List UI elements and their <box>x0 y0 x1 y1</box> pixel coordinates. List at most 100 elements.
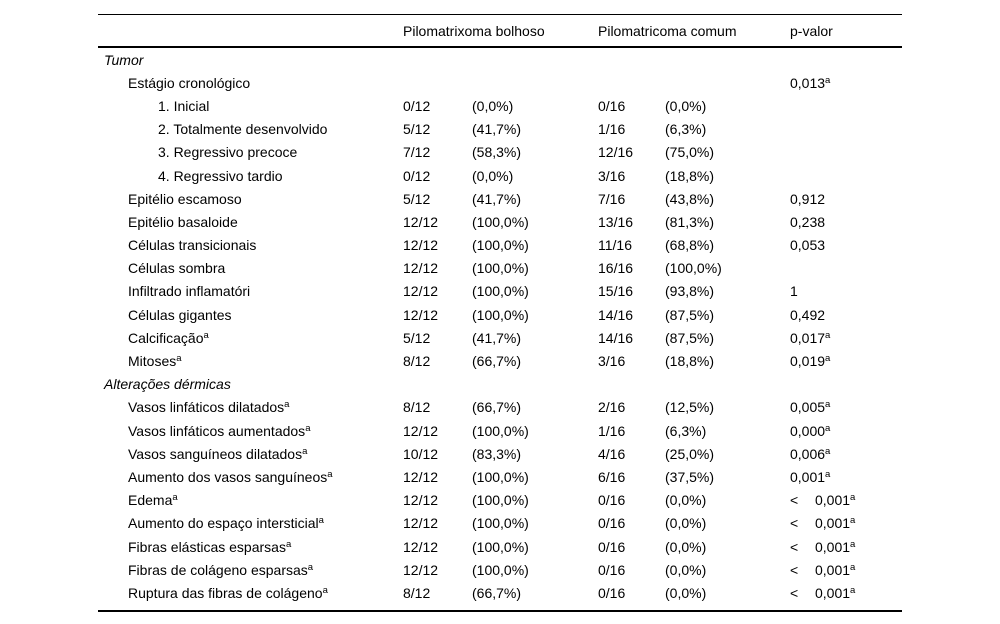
p-less-than-sign: < <box>790 538 799 555</box>
table-row: Estágio cronológico 0,013a <box>98 71 902 94</box>
table-row: Fibras elásticas esparsasa 12/12 (100,0%… <box>98 535 902 558</box>
cell-group2-percent: (87,5%) <box>665 306 715 323</box>
table-row: Aumento do espaço intersticiala 12/12 (1… <box>98 512 902 535</box>
cell-group1-count: 12/12 <box>403 492 439 509</box>
row-label: Aumento dos vasos sanguíneosa <box>128 468 333 485</box>
cell-group2-percent: (81,3%) <box>665 213 715 230</box>
row-label: Epitélio basaloide <box>128 213 238 230</box>
cell-group2-percent: (0,0%) <box>665 584 707 601</box>
row-label-superscript: a <box>203 329 209 341</box>
cell-group1-percent: (100,0%) <box>472 515 529 532</box>
row-label: Vasos linfáticos dilatadosa <box>128 399 290 416</box>
cell-group2-percent: (12,5%) <box>665 399 715 416</box>
row-label: 2. Totalmente desenvolvido <box>158 121 328 138</box>
cell-group2-percent: (6,3%) <box>665 121 707 138</box>
cell-group2-count: 4/16 <box>598 445 626 462</box>
cell-p-value: 0,006a <box>790 445 831 462</box>
row-label-superscript: a <box>318 515 324 527</box>
cell-group1-count: 5/12 <box>403 190 431 207</box>
row-label-superscript: a <box>285 538 292 550</box>
comparison-table: Pilomatrixoma bolhoso Pilomatricoma comu… <box>98 14 902 612</box>
cell-group1-percent: (41,7%) <box>472 121 522 138</box>
cell-group1-percent: (100,0%) <box>472 468 529 485</box>
cell-group1-count: 12/12 <box>403 237 439 254</box>
cell-group1-percent: (0,0%) <box>472 97 514 114</box>
cell-p-value: 0,000a <box>790 422 831 439</box>
table-row: Vasos linfáticos dilatadosa 8/12 (66,7%)… <box>98 396 902 419</box>
cell-group2-percent: (18,8%) <box>665 167 715 184</box>
cell-group1-percent: (66,7%) <box>472 584 522 601</box>
cell-p-value: <0,001a <box>790 515 856 532</box>
cell-group2-count: 3/16 <box>598 353 626 370</box>
p-less-than-sign: < <box>790 561 799 578</box>
cell-group2-percent: (0,0%) <box>665 492 707 509</box>
row-label: Mitosesa <box>128 353 182 370</box>
cell-group2-count: 1/16 <box>598 422 626 439</box>
cell-group1-count: 8/12 <box>403 399 431 416</box>
row-label: Fibras de colágeno esparsasa <box>128 561 314 578</box>
p-value-superscript: a <box>825 445 831 457</box>
cell-group2-percent: (0,0%) <box>665 515 707 532</box>
p-value-superscript: a <box>850 561 856 573</box>
cell-group2-count: 11/16 <box>598 237 632 254</box>
table-row: 2. Totalmente desenvolvido 5/12 (41,7%) … <box>98 118 902 141</box>
cell-group1-percent: (41,7%) <box>472 190 522 207</box>
p-value-superscript: a <box>825 353 831 365</box>
table-body: Tumor Estágio cronológico 0,013a 1. Inic… <box>98 48 902 610</box>
table-header: Pilomatrixoma bolhoso Pilomatricoma comu… <box>98 15 902 46</box>
cell-group2-count: 14/16 <box>598 329 634 346</box>
cell-group2-count: 0/16 <box>598 97 626 114</box>
cell-group2-count: 0/16 <box>598 492 626 509</box>
cell-group1-count: 0/12 <box>403 167 431 184</box>
cell-group1-percent: (100,0%) <box>472 237 529 254</box>
row-label: Calcificaçãoa <box>128 329 209 346</box>
cell-group1-percent: (41,7%) <box>472 329 522 346</box>
row-label: Células transicionais <box>128 237 257 254</box>
row-label: Células sombra <box>128 260 226 277</box>
cell-group2-count: 0/16 <box>598 584 626 601</box>
row-label: Epitélio escamoso <box>128 190 242 207</box>
cell-p-value: 0,013a <box>790 74 831 91</box>
cell-p-value: 0,017a <box>790 329 831 346</box>
cell-group1-count: 10/12 <box>403 445 439 462</box>
row-label: Tumor <box>104 51 144 68</box>
cell-p-value: 0,005a <box>790 399 831 416</box>
cell-group1-percent: (100,0%) <box>472 492 529 509</box>
cell-group2-percent: (68,8%) <box>665 237 715 254</box>
cell-group1-percent: (100,0%) <box>472 306 529 323</box>
row-label: Aumento do espaço intersticiala <box>128 515 324 532</box>
table-row: Vasos linfáticos aumentadosa 12/12 (100,… <box>98 419 902 442</box>
p-value-superscript: a <box>825 468 831 480</box>
row-label-superscript: a <box>176 353 182 365</box>
cell-group1-count: 12/12 <box>403 422 439 439</box>
table-row: Células gigantes 12/12 (100,0%) 14/16 (8… <box>98 303 902 326</box>
cell-group1-count: 12/12 <box>403 260 439 277</box>
row-label: Ruptura das fibras de colágenoa <box>128 584 328 601</box>
cell-group2-count: 13/16 <box>598 213 634 230</box>
table-row: Mitosesa 8/12 (66,7%) 3/16 (18,8%) 0,019… <box>98 349 902 372</box>
cell-group2-percent: (25,0%) <box>665 445 715 462</box>
cell-group2-count: 16/16 <box>598 260 634 277</box>
row-label: 3. Regressivo precoce <box>158 144 298 161</box>
cell-group2-percent: (87,5%) <box>665 329 715 346</box>
table-row: Células transicionais 12/12 (100,0%) 11/… <box>98 234 902 257</box>
cell-group2-percent: (93,8%) <box>665 283 715 300</box>
cell-group2-percent: (18,8%) <box>665 353 715 370</box>
table-row: Edemaa 12/12 (100,0%) 0/16 (0,0%) <0,001… <box>98 489 902 512</box>
p-value-superscript: a <box>850 538 856 550</box>
table-row: Epitélio basaloide 12/12 (100,0%) 13/16 … <box>98 210 902 233</box>
p-value-superscript: a <box>825 329 831 341</box>
cell-group1-percent: (100,0%) <box>472 561 529 578</box>
row-label: Estágio cronológico <box>128 74 251 91</box>
row-label-superscript: a <box>302 445 308 457</box>
cell-group2-percent: (0,0%) <box>665 538 707 555</box>
table-row: Ruptura das fibras de colágenoa 8/12 (66… <box>98 581 902 604</box>
p-value-superscript: a <box>850 515 856 527</box>
cell-group2-count: 1/16 <box>598 121 626 138</box>
table-row: 3. Regressivo precoce 7/12 (58,3%) 12/16… <box>98 141 902 164</box>
cell-group1-percent: (58,3%) <box>472 144 522 161</box>
row-label: 1. Inicial <box>158 97 210 114</box>
p-value-superscript: a <box>825 399 831 411</box>
p-less-than-sign: < <box>790 584 799 601</box>
row-label-superscript: a <box>172 492 178 504</box>
